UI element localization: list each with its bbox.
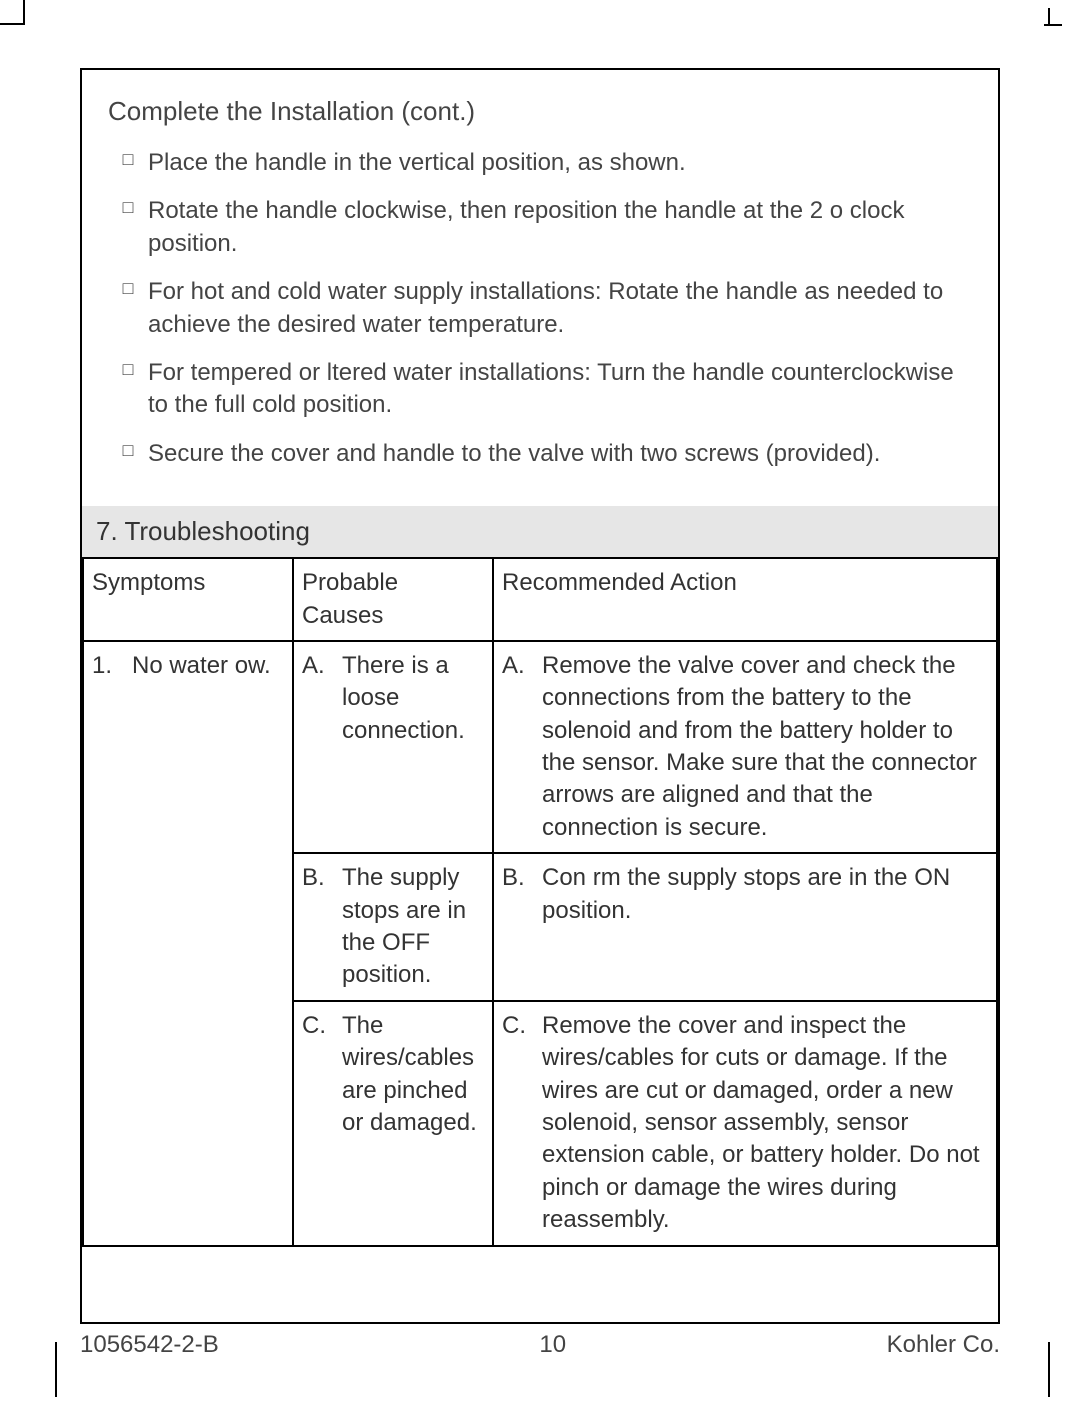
troubleshooting-table-wrap: Symptoms Probable Causes Recommended Act… (82, 557, 998, 1246)
square-bullet-icon: □ (108, 195, 148, 260)
cause-letter: A. (302, 650, 336, 747)
action-letter: C. (502, 1010, 536, 1237)
symptom-number: 1. (92, 650, 126, 682)
action-cell: A. Remove the valve cover and check the … (493, 641, 997, 853)
cause-text: The wires/cables are pinched or damaged. (336, 1010, 484, 1140)
page-content-frame: Complete the Installation (cont.) □ Plac… (80, 68, 1000, 1324)
square-bullet-icon: □ (108, 357, 148, 422)
crop-mark (1044, 24, 1062, 26)
table-header-causes: Probable Causes (293, 558, 493, 641)
bullet-item: □ Place the handle in the vertical posit… (108, 147, 972, 179)
doc-id: 1056542-2-B (80, 1331, 219, 1359)
cause-text: There is a loose connection. (336, 650, 484, 747)
page-footer: 1056542-2-B 10 Kohler Co. (80, 1331, 1000, 1359)
page-number: 10 (539, 1331, 566, 1359)
crop-mark (23, 0, 25, 25)
cause-cell: C. The wires/cables are pinched or damag… (293, 1001, 493, 1246)
action-text: Remove the cover and inspect the wires/c… (536, 1010, 988, 1237)
cause-letter: B. (302, 862, 336, 992)
action-cell: B. Con rm the supply stops are in the ON… (493, 853, 997, 1001)
symptom-text: No water ow. (126, 650, 284, 682)
bullet-item: □ For hot and cold water supply installa… (108, 276, 972, 341)
table-header-symptoms: Symptoms (83, 558, 293, 641)
square-bullet-icon: □ (108, 147, 148, 179)
symptom-cell: 1. No water ow. (83, 641, 293, 1246)
table-header-action: Recommended Action (493, 558, 997, 641)
action-text: Con rm the supply stops are in the ON po… (536, 862, 988, 927)
bullet-item: □ For tempered or ltered water installat… (108, 357, 972, 422)
crop-mark (1048, 1342, 1050, 1397)
action-letter: A. (502, 650, 536, 844)
bullet-text: Place the handle in the vertical positio… (148, 147, 972, 179)
bullet-text: Rotate the handle clockwise, then reposi… (148, 195, 972, 260)
action-text: Remove the valve cover and check the con… (536, 650, 988, 844)
bullet-item: □ Secure the cover and handle to the val… (108, 438, 972, 470)
bullet-text: For tempered or ltered water installatio… (148, 357, 972, 422)
bullet-text: Secure the cover and handle to the valve… (148, 438, 972, 470)
square-bullet-icon: □ (108, 276, 148, 341)
bullet-list: □ Place the handle in the vertical posit… (82, 137, 998, 506)
bullet-text: For hot and cold water supply installati… (148, 276, 972, 341)
troubleshooting-table: Symptoms Probable Causes Recommended Act… (82, 557, 998, 1246)
section-title: Complete the Installation (cont.) (82, 70, 998, 137)
cause-cell: A. There is a loose connection. (293, 641, 493, 853)
square-bullet-icon: □ (108, 438, 148, 470)
company-name: Kohler Co. (887, 1331, 1000, 1359)
troubleshooting-heading: 7. Troubleshooting (82, 506, 998, 557)
table-row: 1. No water ow. A. There is a loose conn… (83, 641, 997, 853)
crop-mark (0, 23, 25, 25)
action-letter: B. (502, 862, 536, 927)
action-cell: C. Remove the cover and inspect the wire… (493, 1001, 997, 1246)
cause-letter: C. (302, 1010, 336, 1140)
bullet-item: □ Rotate the handle clockwise, then repo… (108, 195, 972, 260)
crop-mark (55, 1342, 57, 1397)
cause-cell: B. The supply stops are in the OFF posit… (293, 853, 493, 1001)
cause-text: The supply stops are in the OFF position… (336, 862, 484, 992)
